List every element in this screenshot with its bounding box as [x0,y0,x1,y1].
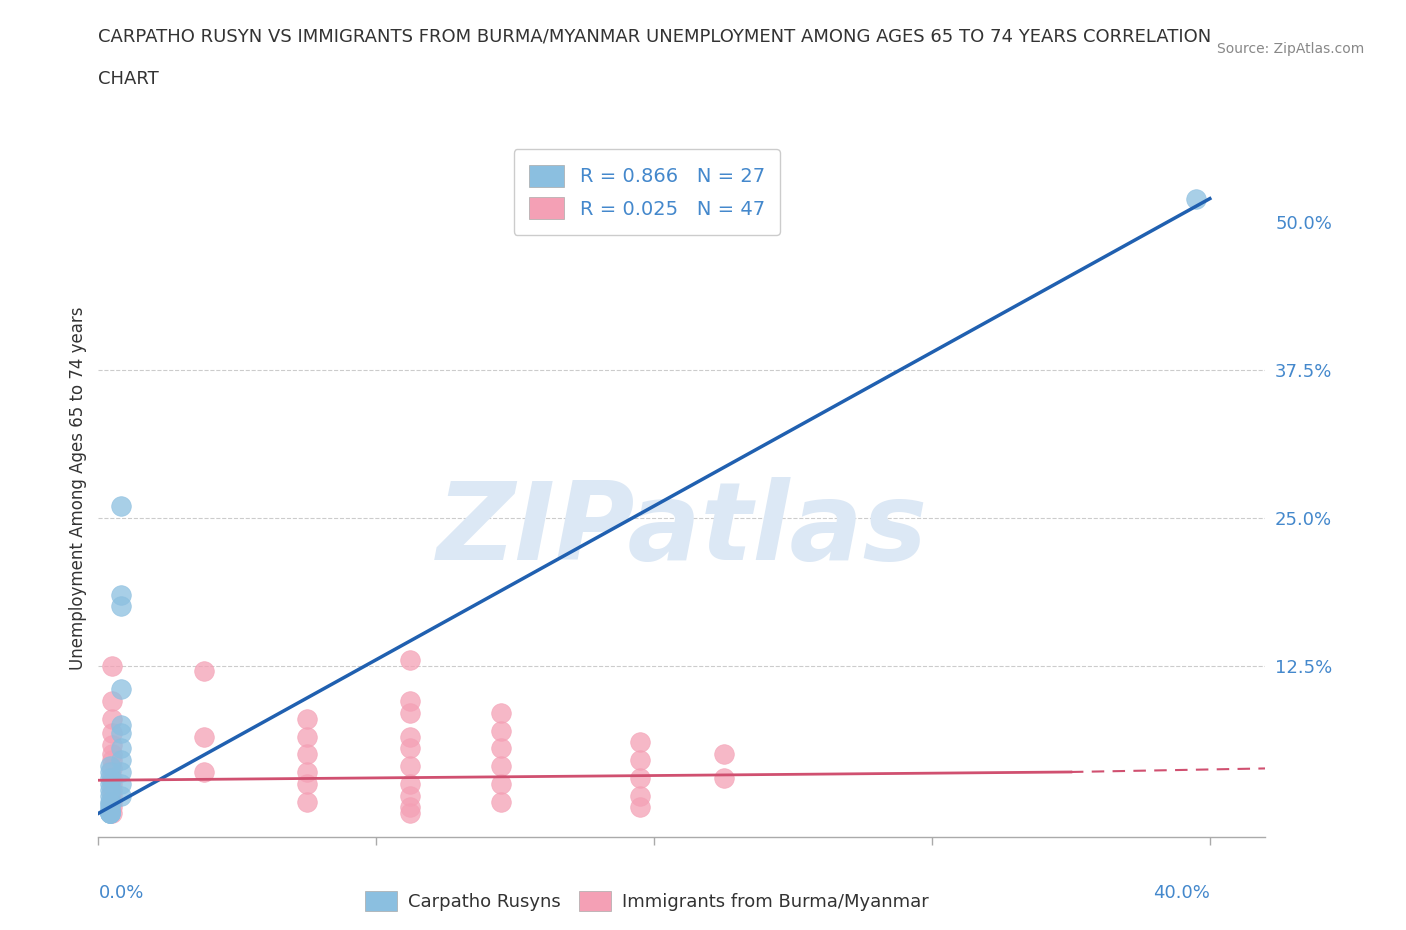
Point [628,770,651,785]
Point [398,706,420,721]
Point [101,770,124,785]
Point [398,789,420,804]
Point [110,682,132,697]
Point [628,800,651,815]
Point [98,806,121,821]
Point [110,752,132,767]
Point [98,777,121,791]
Point [491,777,513,791]
Point [98,803,121,817]
Point [398,741,420,756]
Point [193,664,215,679]
Point [110,741,132,756]
Point [295,729,318,744]
Point [193,729,215,744]
Point [101,711,124,726]
Point [101,777,124,791]
Point [491,741,513,756]
Point [491,724,513,738]
Point [98,759,121,774]
Point [101,794,124,809]
Point [101,737,124,752]
Point [110,764,132,779]
Point [295,764,318,779]
Point [491,794,513,809]
Point [1185,192,1208,206]
Point [98,764,121,779]
Point [101,761,124,776]
Point [628,789,651,804]
Point [713,770,735,785]
Point [398,759,420,774]
Text: CHART: CHART [98,70,159,87]
Point [491,706,513,721]
Point [628,752,651,767]
Point [110,498,132,513]
Point [98,770,121,785]
Point [98,794,121,809]
Point [98,806,121,821]
Point [101,752,124,767]
Text: 40.0%: 40.0% [1153,884,1209,902]
Legend: Carpatho Rusyns, Immigrants from Burma/Myanmar: Carpatho Rusyns, Immigrants from Burma/M… [357,884,936,919]
Point [110,599,132,614]
Point [98,789,121,804]
Point [295,747,318,762]
Point [98,806,121,821]
Point [193,764,215,779]
Point [398,694,420,709]
Point [101,806,124,821]
Point [101,782,124,797]
Point [101,747,124,762]
Point [101,694,124,709]
Point [110,717,132,732]
Text: Source: ZipAtlas.com: Source: ZipAtlas.com [1216,42,1364,56]
Point [110,777,132,791]
Point [398,729,420,744]
Point [628,735,651,750]
Point [101,800,124,815]
Point [491,759,513,774]
Point [110,789,132,804]
Point [101,725,124,740]
Point [98,782,121,797]
Text: 0.0%: 0.0% [98,884,143,902]
Point [98,800,121,815]
Point [98,796,121,811]
Point [98,806,121,821]
Point [713,747,735,762]
Point [398,652,420,667]
Point [295,777,318,791]
Point [295,711,318,726]
Point [295,794,318,809]
Point [98,806,121,821]
Point [398,800,420,815]
Point [398,806,420,821]
Text: CARPATHO RUSYN VS IMMIGRANTS FROM BURMA/MYANMAR UNEMPLOYMENT AMONG AGES 65 TO 74: CARPATHO RUSYN VS IMMIGRANTS FROM BURMA/… [98,28,1212,46]
Text: ZIPatlas: ZIPatlas [436,477,928,583]
Point [110,725,132,740]
Point [110,587,132,602]
Y-axis label: Unemployment Among Ages 65 to 74 years: Unemployment Among Ages 65 to 74 years [69,307,87,670]
Point [101,789,124,804]
Point [101,658,124,673]
Point [398,777,420,791]
